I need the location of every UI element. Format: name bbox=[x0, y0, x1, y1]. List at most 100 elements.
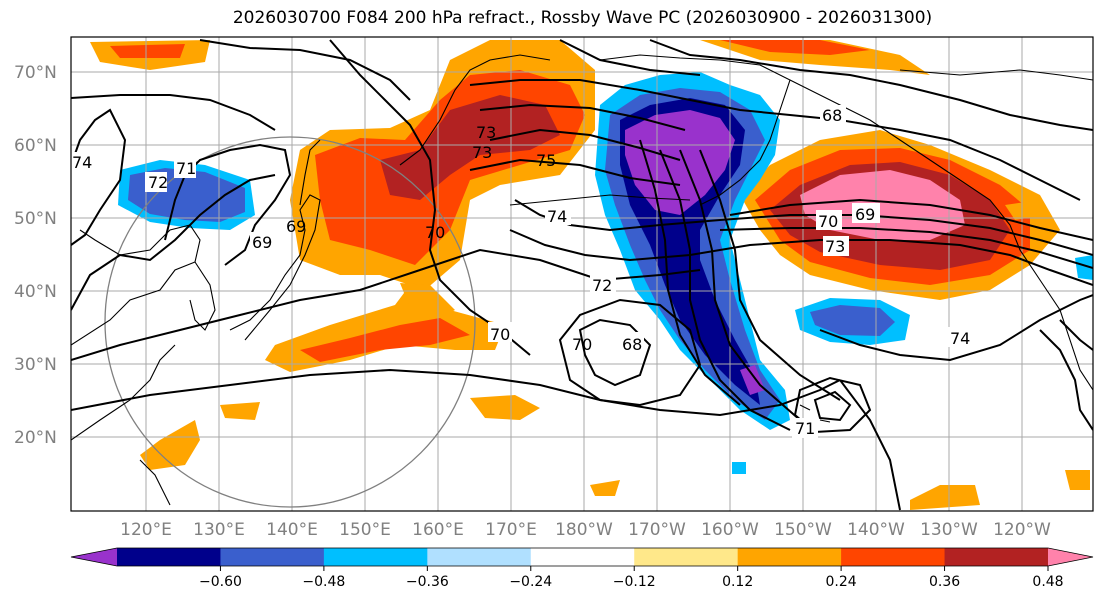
colorbar-segment bbox=[220, 548, 325, 566]
contour-line bbox=[813, 390, 852, 422]
colorbar: −0.60 −0.48 −0.36 −0.24 −0.12 0.12 0.24 0.36 0.4… bbox=[70, 547, 1094, 590]
lon-label: 160°W bbox=[701, 520, 759, 540]
contour-line bbox=[559, 39, 701, 76]
colorbar-tick-label: 0.24 bbox=[826, 574, 857, 590]
contour-label: 71 bbox=[795, 419, 815, 438]
contour-label: 72 bbox=[148, 173, 168, 192]
anomaly-field bbox=[1065, 470, 1090, 490]
contour-line bbox=[199, 39, 411, 101]
contour-label: 74 bbox=[547, 207, 567, 226]
contour-line bbox=[509, 229, 1093, 286]
colorbar-tick-label: 0.12 bbox=[722, 574, 753, 590]
label-halo bbox=[488, 322, 512, 342]
anomaly-field bbox=[910, 485, 980, 510]
colorbar-extend-max bbox=[1048, 548, 1093, 566]
map-frame bbox=[70, 36, 1094, 512]
label-halo bbox=[792, 418, 818, 438]
colorbar-extend-min bbox=[71, 548, 117, 566]
colorbar-segment bbox=[634, 548, 739, 566]
anomaly-field bbox=[400, 283, 455, 318]
graticule bbox=[71, 37, 1093, 511]
coastline-hawaii bbox=[799, 404, 831, 423]
contour-line bbox=[71, 368, 841, 417]
contour-line bbox=[659, 149, 791, 431]
anomaly-field bbox=[220, 402, 260, 420]
contour-line bbox=[649, 39, 1093, 131]
colorbar-segment bbox=[427, 548, 532, 566]
contour-line bbox=[719, 227, 1093, 269]
label-halo bbox=[250, 232, 272, 252]
contour-line bbox=[489, 128, 681, 161]
lat-label: 20°N bbox=[14, 428, 57, 448]
lon-label: 140°W bbox=[847, 520, 905, 540]
lat-label: 60°N bbox=[14, 136, 57, 156]
contour-label: 69 bbox=[286, 217, 306, 236]
lon-label: 180°W bbox=[555, 520, 613, 540]
colorbar-segment bbox=[737, 548, 842, 566]
contour-line bbox=[578, 318, 652, 387]
contour-label: 73 bbox=[825, 237, 845, 256]
colorbar-tick-label: −0.24 bbox=[509, 574, 552, 590]
anomaly-field bbox=[720, 40, 870, 55]
contour-label: 74 bbox=[72, 153, 92, 172]
lat-label: 70°N bbox=[14, 63, 57, 83]
label-halo bbox=[816, 210, 842, 230]
anomaly-field bbox=[590, 480, 620, 496]
contour-line bbox=[679, 149, 801, 421]
label-halo bbox=[545, 205, 571, 225]
anomaly-field bbox=[110, 44, 185, 58]
coastline-north-america bbox=[789, 79, 1093, 391]
anomaly-field bbox=[1075, 255, 1093, 280]
contour-label-layer: 74 72 71 69 68 70 74 73 72 70 69 68 70 6… bbox=[68, 105, 974, 438]
anomaly-field bbox=[810, 305, 895, 336]
coastline-kamchatka bbox=[399, 54, 551, 166]
lon-label: 170°E bbox=[485, 520, 537, 540]
lon-label: 140°E bbox=[266, 520, 318, 540]
coastline-sakhalin bbox=[299, 139, 321, 206]
colorbar-tick-label: −0.36 bbox=[406, 574, 449, 590]
latitude-labels: 70°N 60°N 50°N 40°N 30°N 20°N bbox=[14, 63, 57, 448]
contour-label: 70 bbox=[490, 325, 510, 344]
colorbar-segment bbox=[841, 548, 946, 566]
contour-line bbox=[793, 376, 872, 434]
anomaly-field bbox=[732, 462, 746, 474]
contour-label: 71 bbox=[176, 159, 196, 178]
label-halo bbox=[590, 274, 616, 294]
anomaly-field bbox=[740, 365, 765, 395]
contour-label: 70 bbox=[818, 212, 838, 231]
colorbar-tick-label: 0.48 bbox=[1032, 574, 1063, 590]
anomaly-field bbox=[1005, 200, 1045, 220]
colorbar-segment bbox=[530, 548, 635, 566]
contour-line bbox=[71, 94, 276, 131]
colorbar-outline bbox=[70, 547, 1094, 567]
colorbar-tick-label: −0.12 bbox=[613, 574, 656, 590]
lon-label: 150°W bbox=[774, 520, 832, 540]
colorbar-segment bbox=[323, 548, 428, 566]
contour-label: 75 bbox=[536, 151, 556, 170]
contour-line bbox=[469, 79, 1081, 201]
contour-label: 72 bbox=[592, 276, 612, 295]
contour-line bbox=[164, 143, 292, 266]
contour-line bbox=[1059, 319, 1093, 351]
great-circle bbox=[104, 136, 476, 508]
lat-label: 30°N bbox=[14, 355, 57, 375]
contour-line bbox=[819, 294, 1093, 362]
contour-line bbox=[469, 158, 681, 186]
anomaly-field bbox=[140, 420, 200, 470]
lon-label: 150°E bbox=[339, 520, 391, 540]
label-halo bbox=[145, 172, 167, 192]
longitude-labels: 120°E 130°E 140°E 150°E 160°E 170°E 180°… bbox=[120, 520, 1051, 540]
label-halo bbox=[852, 203, 880, 223]
lon-label: 120°E bbox=[120, 520, 172, 540]
lat-label: 40°N bbox=[14, 282, 57, 302]
contour-line bbox=[839, 379, 901, 511]
coastline-aleutians bbox=[509, 194, 691, 206]
coastline-arctic bbox=[899, 69, 1093, 81]
coastline-alaska bbox=[599, 54, 791, 206]
label-halo bbox=[948, 327, 974, 347]
contour-label: 70 bbox=[572, 335, 592, 354]
anomaly-field bbox=[625, 110, 735, 215]
anomaly-field bbox=[470, 395, 540, 420]
label-halo bbox=[68, 152, 90, 174]
contour-line bbox=[639, 139, 741, 406]
